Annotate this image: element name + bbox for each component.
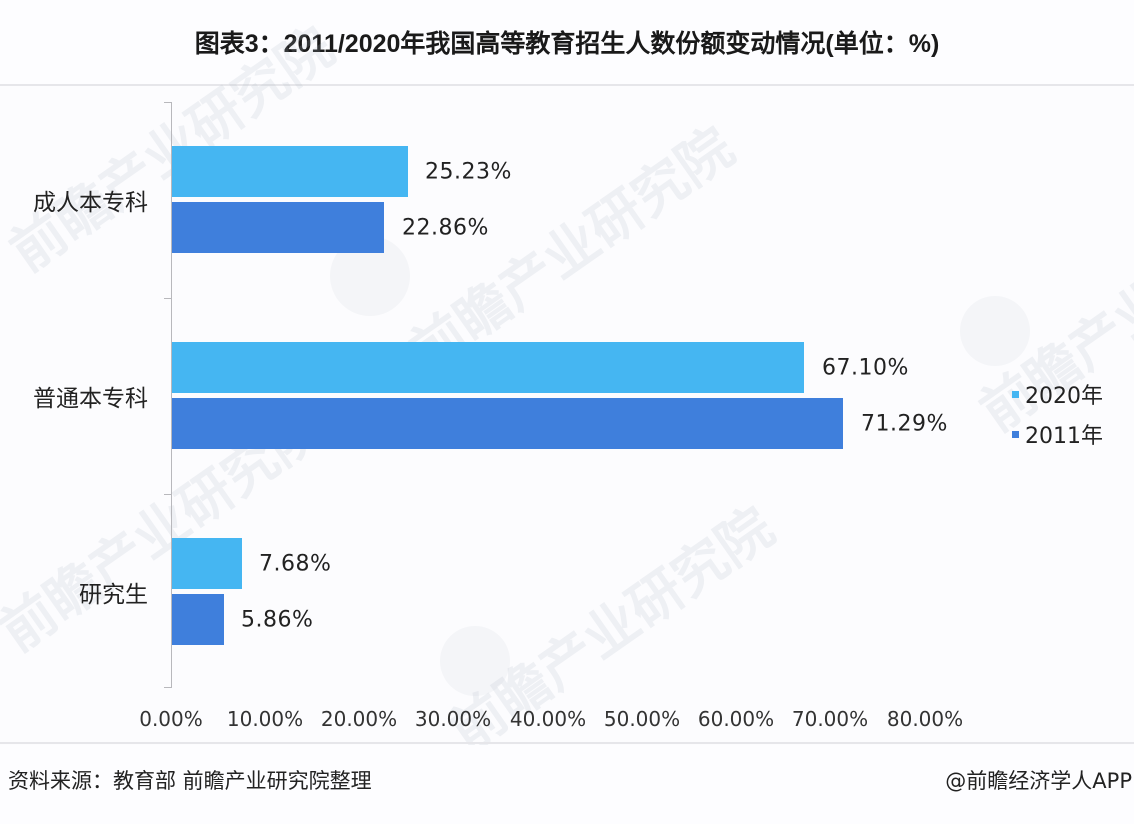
watermark-logo-icon (960, 296, 1030, 366)
bar-value-label: 67.10% (822, 355, 909, 381)
y-axis-tick (164, 102, 171, 103)
bar-value-label: 71.29% (861, 411, 948, 437)
watermark-logo-icon (440, 626, 510, 696)
bar-2020 (172, 146, 408, 197)
chart-legend: 2020年 2011年 (1012, 374, 1103, 454)
x-axis-tick-label: 0.00% (139, 707, 203, 731)
x-axis-tick-label: 70.00% (791, 707, 869, 731)
x-axis-tick-label: 40.00% (509, 707, 587, 731)
x-axis-tick-label: 10.00% (226, 707, 304, 731)
bar-2011 (172, 202, 384, 253)
source-note: 资料来源：教育部 前瞻产业研究院整理 (8, 769, 372, 793)
y-axis-tick (164, 687, 171, 688)
bar-2011 (172, 398, 843, 449)
footer: 资料来源：教育部 前瞻产业研究院整理 @前瞻经济学人APP (0, 745, 1134, 824)
bar-value-label: 5.86% (241, 607, 314, 633)
chart-title: 图表3：2011/2020年我国高等教育招生人数份额变动情况(单位：%) (0, 0, 1134, 84)
brand-credit: @前瞻经济学人APP (945, 769, 1132, 793)
x-axis-tick-label: 80.00% (886, 707, 964, 731)
legend-item-2020: 2020年 (1012, 374, 1103, 414)
category-label: 研究生 (79, 582, 148, 608)
legend-item-2011: 2011年 (1012, 414, 1103, 454)
legend-swatch-icon (1012, 390, 1019, 398)
bar-2011 (172, 594, 224, 645)
bar-value-label: 22.86% (402, 215, 489, 241)
footer-divider (0, 742, 1134, 744)
bar-2020 (172, 538, 242, 589)
y-axis-tick (164, 298, 171, 299)
x-axis-tick-label: 60.00% (697, 707, 775, 731)
legend-label: 2011年 (1025, 424, 1103, 449)
x-axis-tick-label: 20.00% (320, 707, 398, 731)
y-axis-tick (164, 494, 171, 495)
bar-2020 (172, 342, 804, 393)
title-divider (0, 84, 1134, 86)
category-label: 普通本专科 (33, 386, 148, 412)
bar-chart: 前瞻产业研究院 前瞻产业研究院 前瞻产业研究院 前瞻产业研究院 前瞻产业研究院 … (0, 15, 1134, 763)
y-axis-line (171, 102, 172, 688)
x-axis-tick-label: 30.00% (414, 707, 492, 731)
legend-label: 2020年 (1025, 384, 1103, 409)
bar-value-label: 25.23% (425, 159, 512, 185)
bar-value-label: 7.68% (259, 551, 332, 577)
category-label: 成人本专科 (33, 190, 148, 216)
x-axis-tick-label: 50.00% (603, 707, 681, 731)
legend-swatch-icon (1012, 430, 1019, 438)
